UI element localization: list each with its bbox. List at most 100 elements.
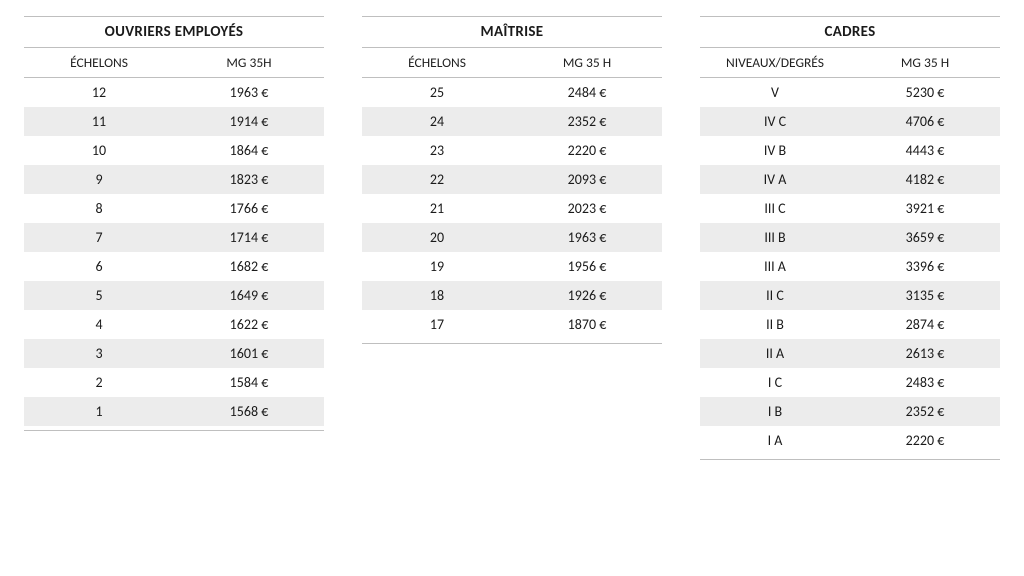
table-cell: IV B [700, 136, 850, 165]
table-cell: I A [700, 426, 850, 455]
table-cell: 1 [24, 397, 174, 426]
table-footer-rule [700, 459, 1000, 460]
table-cell: 18 [362, 281, 512, 310]
table-cell: IV A [700, 165, 850, 194]
table-row: 31601 € [24, 339, 324, 368]
col-header: MG 35 H [850, 48, 1000, 77]
table-cell: 2220 € [512, 136, 662, 165]
table-cell: 4182 € [850, 165, 1000, 194]
table-row: I B2352 € [700, 397, 1000, 426]
table-row: 91823 € [24, 165, 324, 194]
table-cell: III A [700, 252, 850, 281]
tables-wrap: OUVRIERS EMPLOYÉS ÉCHELONS MG 35H 121963… [24, 16, 1000, 460]
table-cell: 10 [24, 136, 174, 165]
table-cell: 1864 € [174, 136, 324, 165]
table-cell: 12 [24, 78, 174, 107]
table-row: II B2874 € [700, 310, 1000, 339]
table-cell: 5230 € [850, 78, 1000, 107]
table-cell: 1714 € [174, 223, 324, 252]
table-cell: 3135 € [850, 281, 1000, 310]
table-cell: 24 [362, 107, 512, 136]
table-cell: 2220 € [850, 426, 1000, 455]
table-cell: 3396 € [850, 252, 1000, 281]
table-row: 101864 € [24, 136, 324, 165]
table-cell: 6 [24, 252, 174, 281]
table-cell: 3 [24, 339, 174, 368]
col-header: MG 35 H [512, 48, 662, 77]
table-cell: 2352 € [850, 397, 1000, 426]
table-cell: 7 [24, 223, 174, 252]
table-cell: 22 [362, 165, 512, 194]
table-cell: 1914 € [174, 107, 324, 136]
table-row: V5230 € [700, 78, 1000, 107]
table-cell: 1622 € [174, 310, 324, 339]
table-cell: II B [700, 310, 850, 339]
col-header: NIVEAUX/DEGRÉS [700, 48, 850, 77]
table-cell: 1682 € [174, 252, 324, 281]
table-cell: 1963 € [512, 223, 662, 252]
table-cell: 2484 € [512, 78, 662, 107]
table-row: I A2220 € [700, 426, 1000, 455]
table-row: 111914 € [24, 107, 324, 136]
col-header: ÉCHELONS [362, 48, 512, 77]
table-cell: I C [700, 368, 850, 397]
table-cell: II C [700, 281, 850, 310]
table-cell: 1584 € [174, 368, 324, 397]
table-maitrise-title: MAÎTRISE [362, 16, 662, 47]
table-cell: 1823 € [174, 165, 324, 194]
table-ouvriers-header: ÉCHELONS MG 35H [24, 47, 324, 78]
table-cadres-title: CADRES [700, 16, 1000, 47]
table-cell: IV C [700, 107, 850, 136]
table-cell: 19 [362, 252, 512, 281]
table-row: 41622 € [24, 310, 324, 339]
table-row: III B3659 € [700, 223, 1000, 252]
table-cell: I B [700, 397, 850, 426]
table-row: IV A4182 € [700, 165, 1000, 194]
table-row: 212023 € [362, 194, 662, 223]
table-cadres-rows: V5230 €IV C4706 €IV B4443 €IV A4182 €III… [700, 78, 1000, 455]
table-cell: 1870 € [512, 310, 662, 339]
table-cell: 2023 € [512, 194, 662, 223]
table-maitrise-rows: 252484 €242352 €232220 €222093 €212023 €… [362, 78, 662, 339]
table-cell: 4706 € [850, 107, 1000, 136]
table-cell: 4443 € [850, 136, 1000, 165]
table-row: I C2483 € [700, 368, 1000, 397]
table-row: 222093 € [362, 165, 662, 194]
table-row: 242352 € [362, 107, 662, 136]
table-row: III C3921 € [700, 194, 1000, 223]
table-cell: 23 [362, 136, 512, 165]
table-cell: 2613 € [850, 339, 1000, 368]
table-cadres: CADRES NIVEAUX/DEGRÉS MG 35 H V5230 €IV … [700, 16, 1000, 460]
table-row: 171870 € [362, 310, 662, 339]
table-cell: 1956 € [512, 252, 662, 281]
table-cell: 1568 € [174, 397, 324, 426]
col-header: MG 35H [174, 48, 324, 77]
table-cell: 11 [24, 107, 174, 136]
table-footer-rule [362, 343, 662, 344]
table-row: 61682 € [24, 252, 324, 281]
table-cell: 4 [24, 310, 174, 339]
table-cell: 2093 € [512, 165, 662, 194]
table-cell: 2352 € [512, 107, 662, 136]
table-cell: 2483 € [850, 368, 1000, 397]
table-cell: 1963 € [174, 78, 324, 107]
table-cell: 9 [24, 165, 174, 194]
table-cell: 1601 € [174, 339, 324, 368]
table-cell: 3921 € [850, 194, 1000, 223]
table-row: 191956 € [362, 252, 662, 281]
table-cell: V [700, 78, 850, 107]
table-cell: 3659 € [850, 223, 1000, 252]
table-cell: 21 [362, 194, 512, 223]
table-footer-rule [24, 430, 324, 431]
table-row: 121963 € [24, 78, 324, 107]
table-cell: 1649 € [174, 281, 324, 310]
table-cell: 20 [362, 223, 512, 252]
table-cell: 1926 € [512, 281, 662, 310]
table-maitrise-header: ÉCHELONS MG 35 H [362, 47, 662, 78]
table-row: IV C4706 € [700, 107, 1000, 136]
table-maitrise: MAÎTRISE ÉCHELONS MG 35 H 252484 €242352… [362, 16, 662, 344]
table-row: 71714 € [24, 223, 324, 252]
table-row: 232220 € [362, 136, 662, 165]
table-cell: 2874 € [850, 310, 1000, 339]
table-row: 181926 € [362, 281, 662, 310]
